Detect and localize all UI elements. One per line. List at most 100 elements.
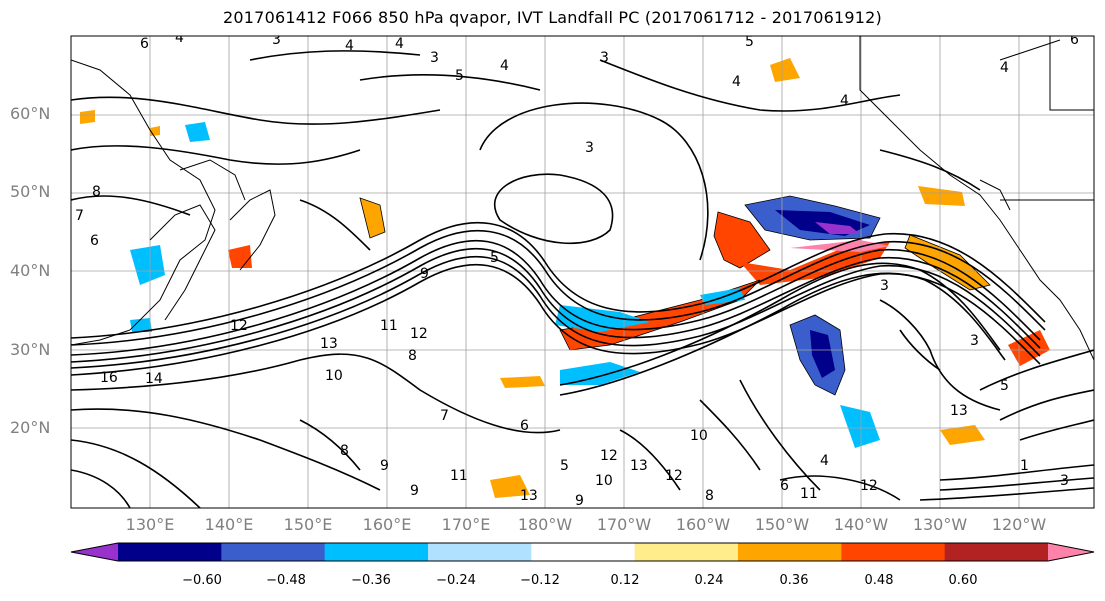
qvapor-contours bbox=[71, 50, 1094, 508]
contour-label: 11 bbox=[380, 318, 398, 334]
negative-anomaly-patch bbox=[815, 222, 860, 234]
contour-label: 3 bbox=[600, 50, 609, 66]
positive-anomaly-patch bbox=[940, 425, 985, 445]
longitude-label-180w: 180°W bbox=[517, 515, 573, 534]
contour-label: 4 bbox=[500, 58, 509, 74]
contour-label: 5 bbox=[1000, 378, 1009, 394]
contour-label: 12 bbox=[600, 448, 618, 464]
map-title: 2017061412 F066 850 hPa qvapor, IVT Land… bbox=[223, 8, 882, 27]
contour-label: 9 bbox=[420, 266, 429, 282]
contour-label: 6 bbox=[140, 36, 149, 52]
contour-label: 4 bbox=[732, 74, 741, 90]
contour-label: 16 bbox=[100, 370, 118, 386]
colorbar-segment bbox=[221, 543, 326, 561]
colorbar-segment bbox=[324, 543, 429, 561]
positive-anomaly-patch bbox=[359, 197, 386, 239]
colorbar-outline bbox=[70, 542, 1095, 562]
positive-anomaly-patch bbox=[490, 475, 530, 498]
contour-label: 13 bbox=[630, 458, 648, 474]
coastlines bbox=[71, 36, 1094, 361]
contour-label: 3 bbox=[1060, 473, 1069, 489]
colorbar-extend-min bbox=[71, 543, 118, 561]
positive-anomaly-patch bbox=[500, 376, 545, 388]
positive-anomaly-patch bbox=[770, 58, 800, 82]
latitude-label-20n: 20°N bbox=[10, 418, 51, 437]
contour-label: 4 bbox=[840, 93, 849, 109]
contour-label: 11 bbox=[800, 486, 818, 502]
contour-label: 8 bbox=[92, 184, 101, 200]
contour-label: 12 bbox=[860, 478, 878, 494]
contour-label: 10 bbox=[690, 428, 708, 444]
contour-label: 3 bbox=[585, 140, 594, 156]
negative-anomaly-patch bbox=[840, 405, 880, 448]
contour-label: 13 bbox=[950, 403, 968, 419]
contour-label: 4 bbox=[345, 38, 354, 54]
contour-label: 10 bbox=[325, 368, 343, 384]
latitude-label-60n: 60°N bbox=[10, 104, 51, 123]
contour-label: 3 bbox=[430, 50, 439, 66]
colorbar-tick-label: 0.24 bbox=[694, 573, 724, 588]
longitude-label-130e: 130°E bbox=[125, 515, 175, 534]
contour-label: 9 bbox=[380, 458, 389, 474]
longitude-label-140e: 140°E bbox=[204, 515, 254, 534]
latitude-label-50n: 50°N bbox=[10, 182, 51, 201]
contour-label: 4 bbox=[175, 30, 184, 46]
colorbar-segment bbox=[634, 543, 739, 561]
contour-label: 9 bbox=[575, 493, 584, 509]
plot-frame bbox=[70, 35, 1095, 509]
colorbar-extend-max bbox=[1048, 543, 1094, 561]
contour-label: 11 bbox=[450, 468, 468, 484]
contour-label: 7 bbox=[75, 208, 84, 224]
graticule bbox=[71, 36, 1094, 508]
longitude-label-150w: 150°W bbox=[754, 515, 810, 534]
colorbar-tick-label: −0.36 bbox=[351, 573, 391, 588]
longitude-label-130w: 130°W bbox=[912, 515, 968, 534]
colorbar-segment bbox=[118, 543, 222, 561]
contour-label: 6 bbox=[1070, 32, 1079, 48]
contour-label: 5 bbox=[745, 34, 754, 50]
contour-label: 8 bbox=[340, 443, 349, 459]
contour-label: 4 bbox=[395, 36, 404, 52]
longitude-label-150e: 150°E bbox=[283, 515, 333, 534]
colorbar-tick-label: −0.12 bbox=[520, 573, 560, 588]
contour-label: 7 bbox=[440, 408, 449, 424]
contour-label: 12 bbox=[665, 468, 683, 484]
colorbar-tick-label: 0.48 bbox=[864, 573, 894, 588]
colorbar-tick-label: 0.12 bbox=[610, 573, 640, 588]
contour-label: 6 bbox=[90, 233, 99, 249]
negative-anomaly-patch bbox=[560, 362, 640, 385]
contour-label: 8 bbox=[705, 488, 714, 504]
colorbar-segment bbox=[738, 543, 842, 561]
latitude-label-30n: 30°N bbox=[10, 340, 51, 359]
contour-label: 3 bbox=[970, 333, 979, 349]
colorbar-segment bbox=[841, 543, 946, 561]
longitude-label-170w: 170°W bbox=[596, 515, 652, 534]
contour-label: 3 bbox=[272, 32, 281, 48]
contour-label: 1 bbox=[1020, 458, 1029, 474]
contour-label: 5 bbox=[560, 458, 569, 474]
contour-label: 14 bbox=[145, 371, 163, 387]
longitude-label-160e: 160°E bbox=[362, 515, 412, 534]
longitude-label-140w: 140°W bbox=[833, 515, 889, 534]
contour-label: 4 bbox=[820, 453, 829, 469]
colorbar-tick-label: −0.48 bbox=[266, 573, 306, 588]
contour-label: 6 bbox=[780, 478, 789, 494]
negative-anomaly-patch bbox=[130, 318, 152, 332]
positive-anomaly-patch bbox=[713, 211, 771, 269]
contour-label: 4 bbox=[1000, 60, 1009, 76]
colorbar-segment bbox=[531, 543, 636, 561]
colorbar-segment bbox=[428, 543, 532, 561]
negative-anomaly-patch bbox=[185, 122, 210, 142]
contour-label: 12 bbox=[230, 318, 248, 334]
longitude-label-170e: 170°E bbox=[441, 515, 491, 534]
contour-label: 6 bbox=[520, 418, 529, 434]
positive-anomaly-patch bbox=[918, 186, 965, 206]
colorbar-segment bbox=[944, 543, 1049, 561]
negative-anomaly-patch bbox=[810, 330, 835, 378]
contour-label: 9 bbox=[410, 483, 419, 499]
contour-label: 12 bbox=[410, 326, 428, 342]
latitude-label-40n: 40°N bbox=[10, 261, 51, 280]
contour-label: 13 bbox=[520, 488, 538, 504]
